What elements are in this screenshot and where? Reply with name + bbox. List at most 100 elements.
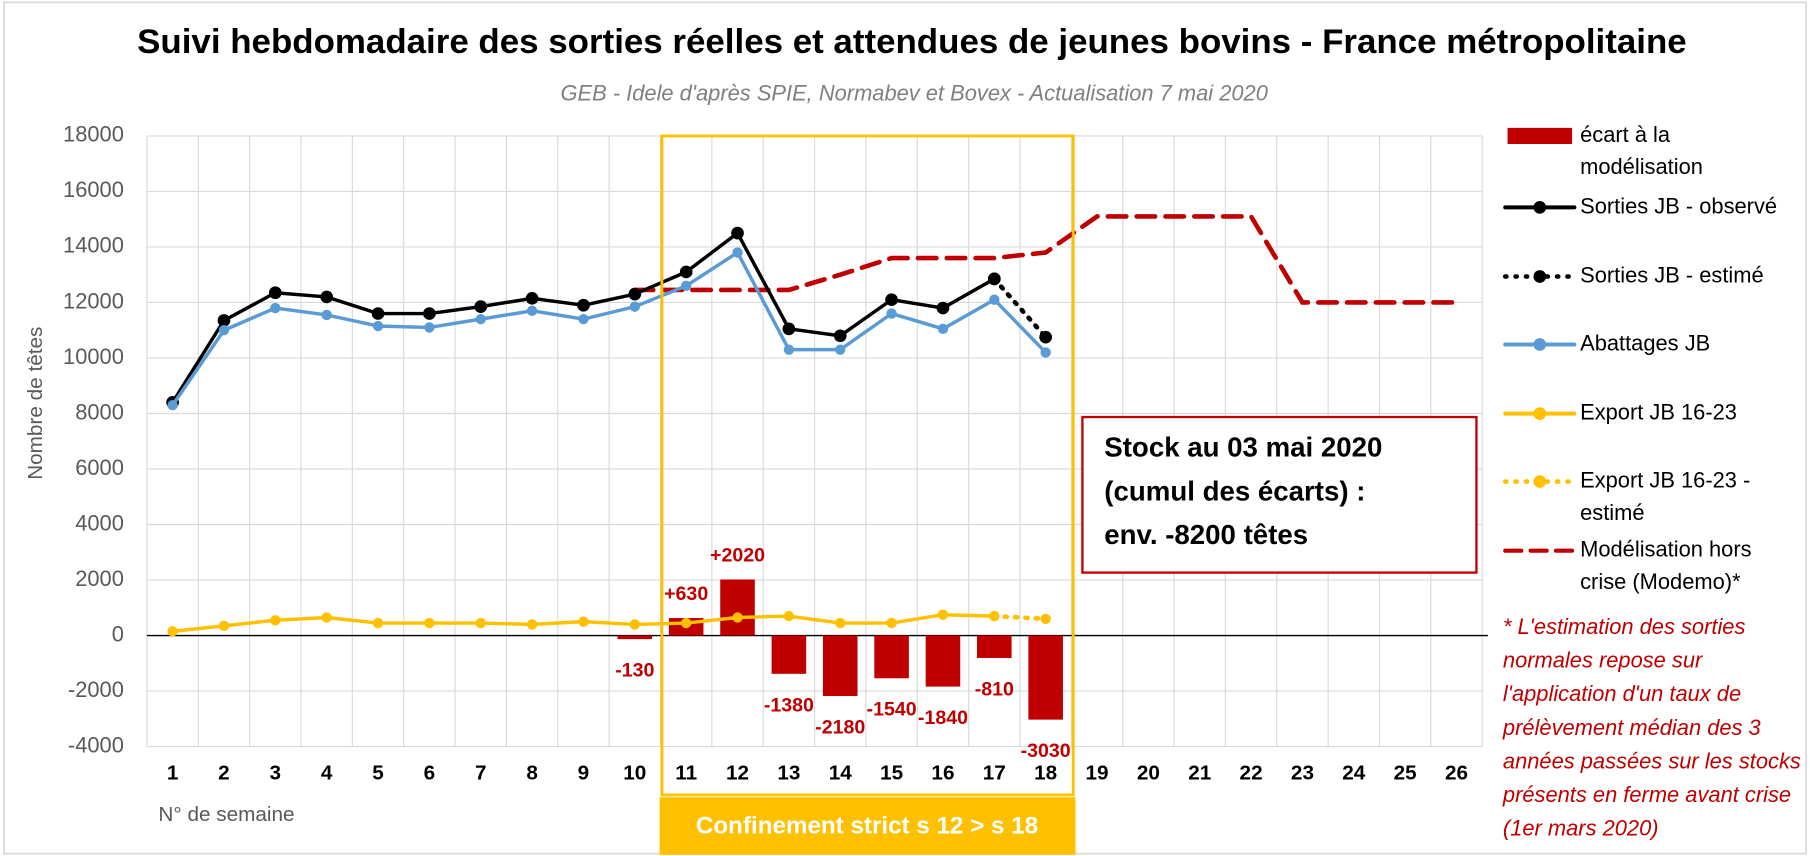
period-label: Confinement strict s 12 > s 18 [696,813,1038,840]
stock-box [1081,415,1478,574]
marker [936,301,950,315]
marker [372,617,384,629]
data-label: -1840 [918,707,968,729]
marker [475,313,486,325]
marker [989,610,1000,622]
marker [525,291,539,305]
line [170,250,1048,407]
marker [885,293,898,307]
x-tick-label: 8 [526,762,538,785]
bar [874,635,909,679]
stock-line: Stock au 03 mai 2020 [1104,432,1382,463]
x-tick-label: 19 [1085,762,1108,785]
legend-label: Abattages JB [1580,330,1710,355]
marker [937,323,949,335]
y-tick-label: -2000 [68,677,124,702]
y-tick-label: 6000 [75,455,124,480]
marker [1039,330,1053,344]
period-box [660,134,1075,797]
x-tick-label: 5 [372,762,384,785]
x-tick-label: 10 [623,762,646,785]
footnote: * L'estimation des sorties normales repo… [1502,614,1807,841]
x-tick-label: 22 [1240,762,1263,785]
x-tick-label: 23 [1291,762,1314,785]
marker [526,305,538,316]
legend-label: Export JB 16-23 [1580,399,1737,424]
marker [833,329,847,343]
bar [925,635,961,687]
marker [731,226,744,240]
marker [320,290,334,304]
x-tick-label: 3 [270,762,282,785]
data-label: -1380 [764,694,814,716]
bar [1028,635,1063,720]
data-label: -130 [615,660,654,682]
x-tick-label: 18 [1034,762,1057,785]
y-tick-label: 2000 [75,566,124,591]
marker [526,619,538,630]
marker [835,617,846,629]
marker [270,615,281,626]
x-tick-label: 21 [1188,762,1211,785]
y-tick-label: 4000 [75,510,124,535]
x-tick-label: 2 [218,762,230,785]
marker [321,612,332,623]
x-tick-label: 12 [726,762,749,785]
legend-swatch [1507,127,1573,145]
marker [782,322,796,336]
y-tick-label: 10000 [63,344,124,369]
y-tick-label: 0 [112,621,124,646]
x-tick-label: 1 [167,762,179,785]
x-tick-label: 6 [424,762,436,785]
stock-line: (cumul des écarts) : [1104,475,1365,506]
y-axis-label: Nombre de têtes [24,327,47,480]
marker [578,616,589,627]
marker [371,307,385,320]
y-tick-label: 14000 [63,233,124,258]
marker [167,399,178,411]
period-label-box [659,797,1076,855]
data-label: -810 [975,678,1014,700]
x-tick-label: 20 [1137,762,1160,785]
x-tick-label: 14 [829,762,853,785]
line [632,214,1459,305]
marker [424,617,435,629]
x-tick-label: 17 [983,762,1006,785]
x-tick-label: 16 [931,762,954,785]
marker [783,610,795,622]
bar [977,635,1012,659]
plot: -130 +630+2020 -1380-2180-1540 -1840 -810 -30… [166,214,1459,762]
data-label: +630 [664,583,708,605]
marker [886,617,897,629]
marker [578,313,589,325]
marker [835,344,846,355]
marker [629,619,640,630]
x-tick-label: 4 [321,762,333,785]
x-tick-label: 9 [578,762,590,785]
data-label: +2020 [710,545,765,567]
legend-marker [1533,407,1547,420]
y-tick-label: -4000 [68,732,124,757]
marker [679,265,693,279]
marker [217,314,231,327]
legend-label: écart à la modélisation [1580,122,1703,179]
line [992,276,1048,340]
data-label: -1540 [867,699,917,721]
legend-marker [1533,270,1547,283]
marker [424,322,435,333]
marker [629,301,640,312]
marker [423,307,436,320]
bar [822,635,858,697]
marker [167,626,178,637]
marker [270,302,281,314]
data-label: -3030 [1021,740,1071,762]
marker [1040,347,1051,358]
marker [937,609,949,620]
y-tick-label: 8000 [75,399,124,424]
y-tick-label: 16000 [63,177,124,202]
legend-label: Modélisation hors crise (Modemo)* [1580,536,1758,593]
x-tick-label: 24 [1342,762,1366,785]
x-tick-label: 25 [1394,762,1417,785]
y-tick-label: 12000 [63,288,124,313]
